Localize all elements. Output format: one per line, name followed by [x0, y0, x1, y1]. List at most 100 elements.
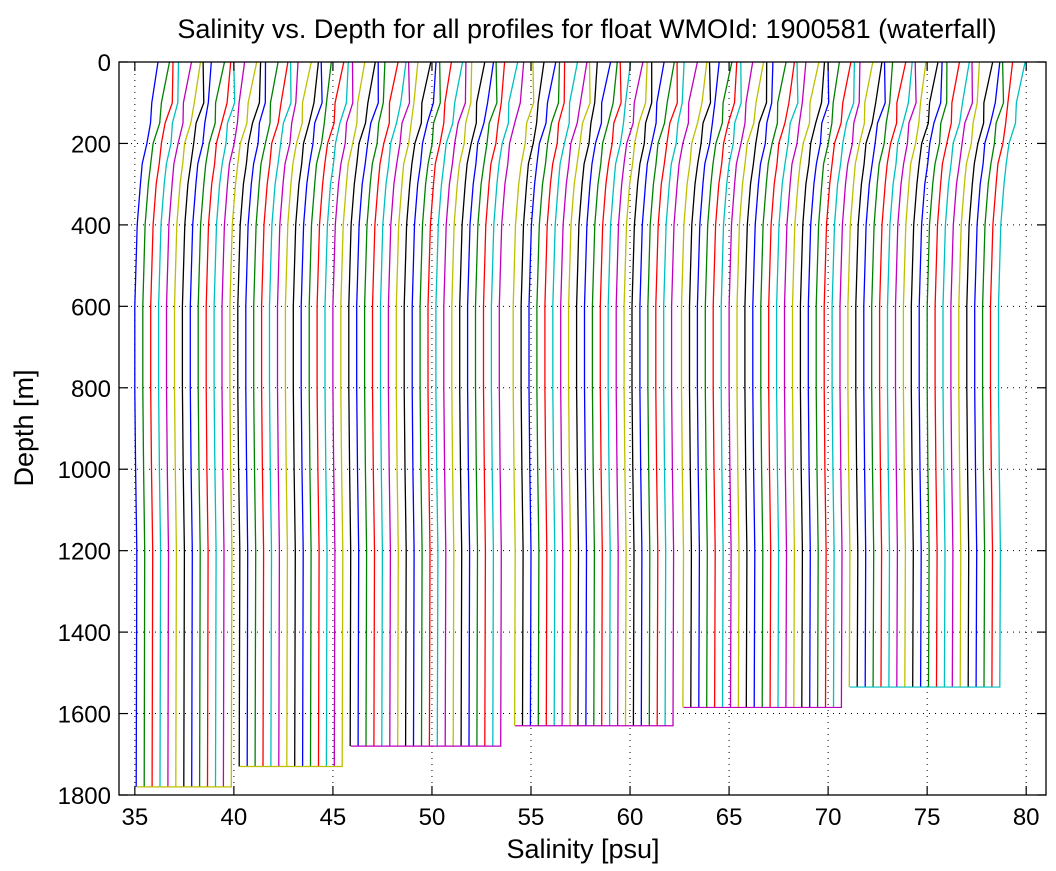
profile-line	[680, 62, 708, 708]
profile-line	[760, 62, 787, 708]
profile-line	[459, 62, 486, 747]
profile-line	[950, 62, 974, 688]
profile-line	[839, 62, 861, 708]
profile-line	[728, 62, 754, 708]
profile-line	[490, 62, 519, 747]
x-tick-label: 80	[1013, 804, 1040, 831]
profile-line	[552, 62, 579, 726]
profile-line	[157, 62, 180, 787]
profile-line	[752, 62, 774, 708]
profile-line	[791, 62, 820, 708]
profile-line	[197, 62, 226, 787]
profile-line	[443, 62, 467, 747]
profile-line	[221, 62, 246, 787]
x-tick-label: 40	[221, 804, 248, 831]
y-tick-label: 600	[71, 294, 111, 321]
y-tick-label: 1800	[58, 783, 111, 810]
y-tick-label: 1400	[58, 620, 111, 647]
profile-line	[815, 62, 841, 708]
y-tick-label: 1200	[58, 539, 111, 566]
profile-line	[165, 62, 193, 787]
chart-title: Salinity vs. Depth for all profiles for …	[177, 14, 996, 44]
y-tick-label: 1600	[58, 702, 111, 729]
profile-line	[512, 62, 535, 726]
profile-line	[989, 62, 1014, 688]
profile-line	[744, 62, 768, 708]
profile-line	[348, 62, 376, 747]
profile-line	[583, 62, 612, 726]
profile-line	[855, 62, 883, 688]
x-tick-label: 75	[914, 804, 941, 831]
profile-line	[720, 62, 742, 708]
profile-line	[498, 62, 525, 747]
profile-line	[823, 62, 852, 708]
profile-line	[435, 62, 464, 747]
profile-line	[871, 62, 894, 688]
profile-line	[482, 62, 506, 747]
profile-line	[403, 62, 432, 747]
profile-line	[639, 62, 665, 726]
plot-frame	[118, 61, 1047, 796]
profile-line	[520, 62, 545, 726]
profile-line	[663, 62, 685, 726]
profile-line	[902, 62, 927, 688]
profile-line	[688, 62, 712, 708]
profile-line	[536, 62, 561, 726]
profile-line	[783, 62, 807, 708]
profile-line	[799, 62, 826, 708]
profile-line	[260, 62, 289, 767]
profile-line	[599, 62, 622, 726]
y-tick-label: 1000	[58, 457, 111, 484]
profile-line	[926, 62, 948, 688]
profile-line	[775, 62, 799, 708]
x-tick-label: 45	[320, 804, 347, 831]
profile-line	[308, 62, 332, 767]
profile-line	[655, 62, 678, 726]
y-tick-label: 800	[71, 376, 111, 403]
profile-line	[411, 62, 437, 747]
profile-line	[807, 62, 830, 708]
profile-line	[474, 62, 498, 747]
profile-line	[981, 62, 1005, 688]
profile-line	[894, 62, 917, 688]
profile-line	[934, 62, 961, 688]
profile-line	[567, 62, 591, 726]
profile-line	[544, 62, 566, 726]
profile-line	[340, 62, 366, 767]
profile-line	[292, 62, 320, 767]
y-tick-label: 400	[71, 213, 111, 240]
profile-line	[958, 62, 981, 688]
profile-line	[863, 62, 886, 688]
profile-line	[363, 62, 386, 747]
profile-line	[847, 62, 874, 688]
profile-line	[387, 62, 411, 747]
profile-line	[237, 62, 262, 767]
profile-line	[704, 62, 733, 708]
profile-line	[268, 62, 292, 767]
profile-line	[886, 62, 913, 688]
grid-lines	[119, 61, 1046, 796]
profile-line	[142, 62, 171, 787]
profile-line	[379, 62, 407, 747]
y-tick-label: 0	[98, 50, 111, 77]
profile-line	[253, 62, 279, 767]
profile-line	[284, 62, 312, 767]
y-tick-labels: 0 200 400 600 800 1000 1200 1400 1600 1800	[58, 50, 111, 810]
profile-line	[768, 62, 796, 708]
profile-line	[942, 62, 970, 688]
y-axis-label: Depth [m]	[9, 369, 39, 486]
profile-line	[918, 62, 943, 688]
x-tick-label: 50	[419, 804, 446, 831]
profile-line	[356, 62, 379, 747]
profile-line	[997, 62, 1026, 688]
profile-line	[150, 62, 174, 787]
profile-line	[316, 62, 345, 767]
profile-line	[371, 62, 399, 747]
profile-line	[181, 62, 205, 787]
x-tick-label: 65	[716, 804, 743, 831]
profile-line	[466, 62, 495, 747]
profile-line	[528, 62, 557, 726]
profile-line	[324, 62, 349, 767]
profile-line	[831, 62, 856, 708]
